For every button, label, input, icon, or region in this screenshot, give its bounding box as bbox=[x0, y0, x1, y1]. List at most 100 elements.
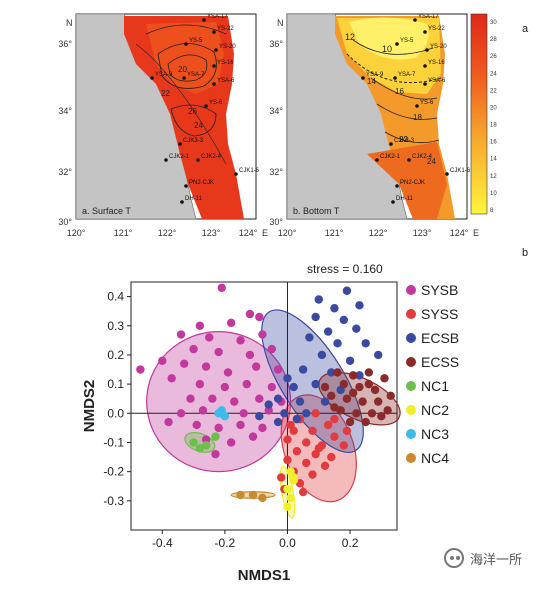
point-sysb bbox=[195, 379, 205, 389]
point-ecsb bbox=[355, 371, 364, 380]
point-sysb bbox=[201, 362, 211, 371]
point-ecss bbox=[336, 406, 345, 415]
station-label: DH-11 bbox=[185, 196, 203, 202]
legend-marker bbox=[406, 285, 416, 295]
station-dot bbox=[214, 48, 218, 52]
legend-marker bbox=[406, 453, 416, 463]
wechat-icon bbox=[444, 548, 464, 568]
point-ecss bbox=[367, 409, 377, 418]
point-sysb bbox=[167, 374, 176, 383]
legend: SYSB SYSS ECSB ECSS NC1 NC2 NC3 NC4 bbox=[406, 282, 459, 466]
station-label: YSA-6 bbox=[428, 78, 446, 84]
point-ecsb bbox=[289, 382, 298, 392]
point-sysb bbox=[198, 406, 208, 415]
colorbar-tick-label: 20 bbox=[490, 105, 497, 111]
station-label: DH-11 bbox=[396, 196, 414, 202]
panel-label: b. Bottom T bbox=[293, 206, 340, 216]
station-dot bbox=[361, 76, 365, 80]
point-sysb bbox=[180, 359, 189, 368]
lat-tick-label: 32° bbox=[269, 167, 283, 177]
point-ecsb bbox=[323, 327, 333, 336]
station-dot bbox=[178, 142, 182, 146]
legend-marker bbox=[406, 309, 416, 319]
lon-tick-label: 120° bbox=[67, 228, 86, 238]
legend-marker bbox=[406, 381, 416, 391]
point-syss bbox=[320, 461, 330, 471]
colorbar-tick-label: 12 bbox=[490, 174, 497, 180]
figure-panel-letter-a: a bbox=[522, 23, 529, 35]
point-ecsb bbox=[374, 350, 383, 360]
point-ecss bbox=[361, 417, 370, 427]
point-ecss bbox=[348, 388, 358, 398]
legend-label: SYSS bbox=[421, 306, 458, 322]
station-dot bbox=[212, 30, 216, 34]
y-tick-label: 0.1 bbox=[107, 377, 124, 391]
point-sysb bbox=[205, 333, 214, 342]
station-label: CJK2-4 bbox=[412, 154, 433, 160]
station-label: CJK1-6 bbox=[239, 168, 260, 174]
station-label: YS-5 bbox=[189, 38, 203, 44]
station-label: YSA-9 bbox=[155, 72, 173, 78]
station-label: YS-20 bbox=[430, 44, 447, 50]
east-label: E bbox=[473, 228, 479, 238]
panel-label: a. Surface T bbox=[82, 206, 131, 216]
east-label: E bbox=[262, 228, 268, 238]
station-label: YSA-7 bbox=[398, 72, 416, 78]
station-label: CJK2-4 bbox=[201, 154, 222, 160]
point-sysb bbox=[267, 344, 277, 354]
legend-marker bbox=[406, 333, 416, 343]
figure-panel-letter-b: b bbox=[522, 247, 528, 259]
station-label: CJK2-1 bbox=[380, 154, 401, 160]
legend-label: SYSB bbox=[421, 282, 458, 298]
group-ellipses bbox=[146, 309, 401, 519]
station-label: YS-5 bbox=[400, 38, 414, 44]
point-sysb bbox=[189, 344, 198, 354]
lat-tick-label: 30° bbox=[58, 217, 72, 227]
point-nc1 bbox=[211, 432, 220, 441]
point-syss bbox=[330, 432, 339, 441]
contour-label: 26 bbox=[188, 107, 197, 116]
contour-label: 24 bbox=[194, 121, 203, 130]
point-sysb bbox=[248, 432, 258, 441]
station-dot bbox=[234, 172, 238, 176]
point-syss bbox=[292, 447, 302, 456]
axis-ticks: -0.4 -0.2 0.0 0.2 0.4 0.3 0.2 0.1 0.0 -0.1 -0.2 -0.… bbox=[103, 290, 358, 550]
colorbar-tick-label: 10 bbox=[490, 191, 497, 197]
point-ecsb bbox=[345, 356, 355, 365]
point-syss bbox=[339, 441, 348, 450]
point-ecss bbox=[364, 379, 374, 389]
station-dot bbox=[395, 184, 399, 188]
station-label: PN2-CJK bbox=[189, 180, 214, 186]
point-sysb bbox=[201, 435, 211, 444]
colorbar-tick-label: 8 bbox=[490, 208, 494, 214]
point-syss bbox=[327, 452, 336, 462]
point-syss bbox=[298, 487, 308, 497]
nmds-plot: -0.4 -0.2 0.0 0.2 0.4 0.3 0.2 0.1 0.0 -0.1 -0.2 -0.… bbox=[81, 262, 459, 584]
x-axis-label: NMDS1 bbox=[238, 567, 291, 584]
point-syss bbox=[330, 414, 339, 424]
point-sysb bbox=[226, 438, 236, 447]
station-dot bbox=[202, 18, 206, 22]
point-syss bbox=[308, 470, 317, 479]
point-ecsb bbox=[327, 368, 336, 377]
station-label: YS-6 bbox=[209, 100, 223, 106]
station-dot bbox=[413, 18, 417, 22]
point-syss bbox=[277, 473, 286, 482]
legend-label: ECSB bbox=[421, 330, 459, 346]
colorbar-tick-label: 18 bbox=[490, 123, 497, 129]
station-dot bbox=[196, 158, 200, 162]
point-sysb bbox=[236, 420, 245, 430]
lon-tick-label: 124° bbox=[450, 228, 469, 238]
colorbar: 30 28 26 24 22 20 18 16 14 12 10 8 bbox=[470, 13, 497, 215]
point-ecsb bbox=[273, 394, 283, 403]
point-ecss bbox=[320, 382, 330, 392]
point-nc2 bbox=[289, 473, 298, 482]
station-label: YSA-7 bbox=[187, 72, 205, 78]
colorbar-tick-label: 16 bbox=[490, 140, 497, 146]
point-ecsb bbox=[339, 315, 348, 325]
point-ecss bbox=[327, 391, 336, 400]
colorbar-tick-label: 30 bbox=[490, 20, 497, 26]
point-sysb bbox=[255, 394, 264, 403]
station-label: YSA-17 bbox=[418, 14, 439, 20]
colorbar-tick-label: 24 bbox=[490, 71, 497, 77]
